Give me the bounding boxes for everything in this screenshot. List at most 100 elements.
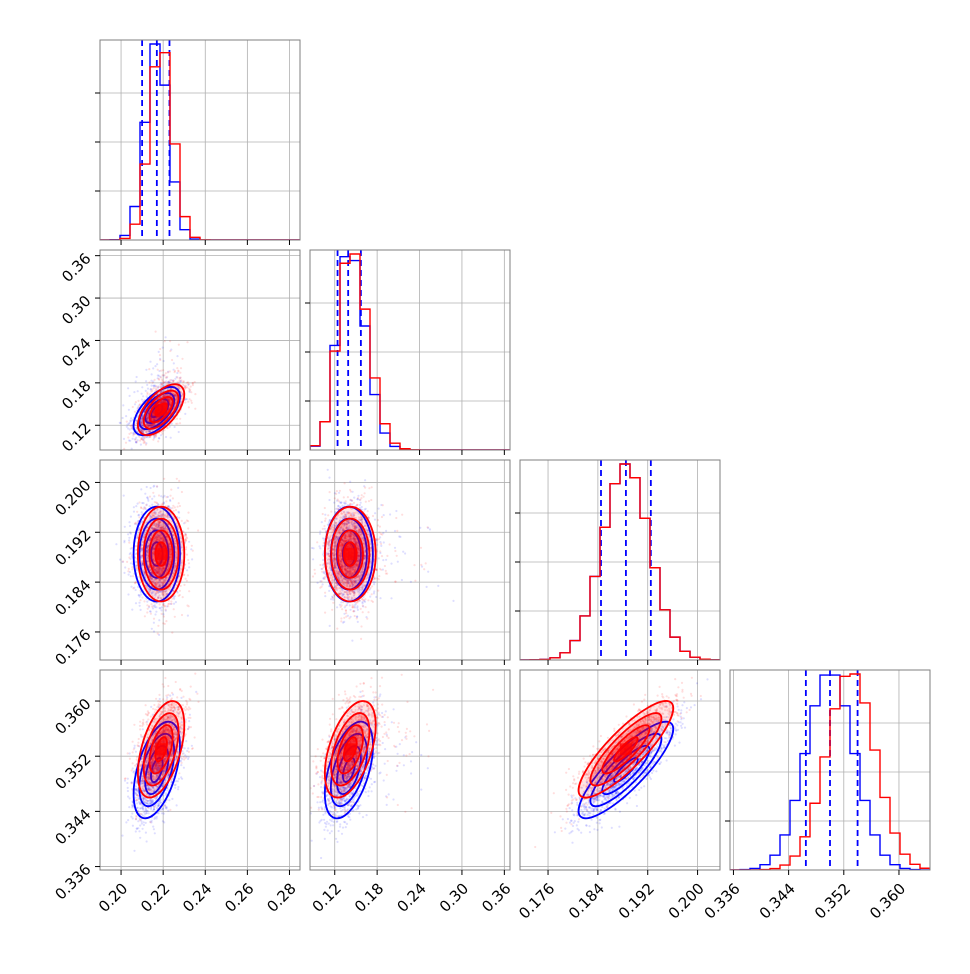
sample-point xyxy=(163,374,165,376)
sample-point xyxy=(150,613,152,615)
sample-point xyxy=(152,367,154,369)
sample-point xyxy=(130,586,132,588)
sample-point xyxy=(192,384,194,386)
sample-point xyxy=(130,516,132,518)
panel-content xyxy=(115,478,199,636)
sample-point xyxy=(178,380,180,382)
sample-point xyxy=(138,594,140,596)
sample-point xyxy=(128,539,130,541)
sample-point xyxy=(162,347,164,349)
sample-point xyxy=(174,426,176,428)
sample-point xyxy=(175,601,177,603)
sample-point xyxy=(115,543,117,545)
sample-point xyxy=(186,580,188,582)
sample-point xyxy=(169,370,171,372)
sample-point xyxy=(127,436,129,438)
sample-point xyxy=(164,381,166,383)
sample-point xyxy=(180,367,182,369)
sample-point xyxy=(128,557,130,559)
sample-point xyxy=(124,566,126,568)
sample-point xyxy=(129,525,131,527)
sample-point xyxy=(141,399,143,401)
panel-1-1 xyxy=(305,250,510,455)
panel-content xyxy=(100,40,300,240)
sample-point xyxy=(132,406,134,408)
sample-point xyxy=(190,400,192,402)
sample-point xyxy=(137,390,139,392)
sample-point xyxy=(169,350,171,352)
sample-point xyxy=(146,601,148,603)
sample-point xyxy=(165,376,167,378)
sample-point xyxy=(153,630,155,632)
sample-point xyxy=(135,589,137,591)
sample-point xyxy=(191,545,193,547)
sample-point xyxy=(176,355,178,357)
sample-point xyxy=(167,427,169,429)
sample-point xyxy=(157,625,159,627)
sample-point xyxy=(161,379,163,381)
sample-point xyxy=(127,427,129,429)
sample-point xyxy=(179,422,181,424)
sample-point xyxy=(151,385,153,387)
sample-point xyxy=(186,569,188,571)
sample-point xyxy=(157,633,159,635)
sample-point xyxy=(145,369,147,371)
sample-point xyxy=(135,561,137,563)
sample-point xyxy=(188,390,190,392)
sample-point xyxy=(157,369,159,371)
sample-point xyxy=(137,503,139,505)
sample-point xyxy=(130,533,132,535)
sample-point xyxy=(145,444,147,446)
sample-point xyxy=(132,575,134,577)
sample-point xyxy=(131,568,133,570)
sample-point xyxy=(134,411,136,413)
sample-point xyxy=(135,553,137,555)
sample-point xyxy=(145,390,147,392)
sample-point xyxy=(125,442,127,444)
sample-point xyxy=(165,372,167,374)
sample-point xyxy=(147,500,149,502)
sample-point xyxy=(133,511,135,513)
sample-point xyxy=(169,381,171,383)
sample-point xyxy=(155,606,157,608)
sample-point xyxy=(158,437,160,439)
sample-point xyxy=(184,413,186,415)
sample-point xyxy=(182,381,184,383)
sample-point xyxy=(158,375,160,377)
sample-point xyxy=(181,491,183,493)
sample-point xyxy=(178,344,180,346)
sample-point xyxy=(135,602,137,604)
sample-point xyxy=(184,521,186,523)
sample-point xyxy=(161,613,163,615)
sample-point xyxy=(123,541,125,543)
sample-point xyxy=(128,537,130,539)
sample-point xyxy=(186,341,188,343)
sample-point xyxy=(133,506,135,508)
sample-point xyxy=(186,554,188,556)
panel-content xyxy=(119,331,197,451)
sample-point xyxy=(161,606,163,608)
sample-point xyxy=(188,541,190,543)
sample-point xyxy=(135,380,137,382)
sample-point xyxy=(151,504,153,506)
panel-2-0 xyxy=(95,460,300,665)
sample-point xyxy=(181,358,183,360)
sample-point xyxy=(157,386,159,388)
sample-point xyxy=(167,381,169,383)
sample-point xyxy=(130,575,132,577)
sample-point xyxy=(176,367,178,369)
sample-point xyxy=(162,369,164,371)
sample-point xyxy=(191,558,193,560)
sample-point xyxy=(192,550,194,552)
sample-point xyxy=(169,340,171,342)
sample-point xyxy=(145,380,147,382)
sample-point xyxy=(135,505,137,507)
sample-point xyxy=(123,572,125,574)
sample-point xyxy=(154,379,156,381)
sample-point xyxy=(159,603,161,605)
sample-point xyxy=(140,444,142,446)
sample-point xyxy=(178,511,180,513)
sample-point xyxy=(150,611,152,613)
sample-point xyxy=(160,495,162,497)
sample-point xyxy=(154,365,156,367)
